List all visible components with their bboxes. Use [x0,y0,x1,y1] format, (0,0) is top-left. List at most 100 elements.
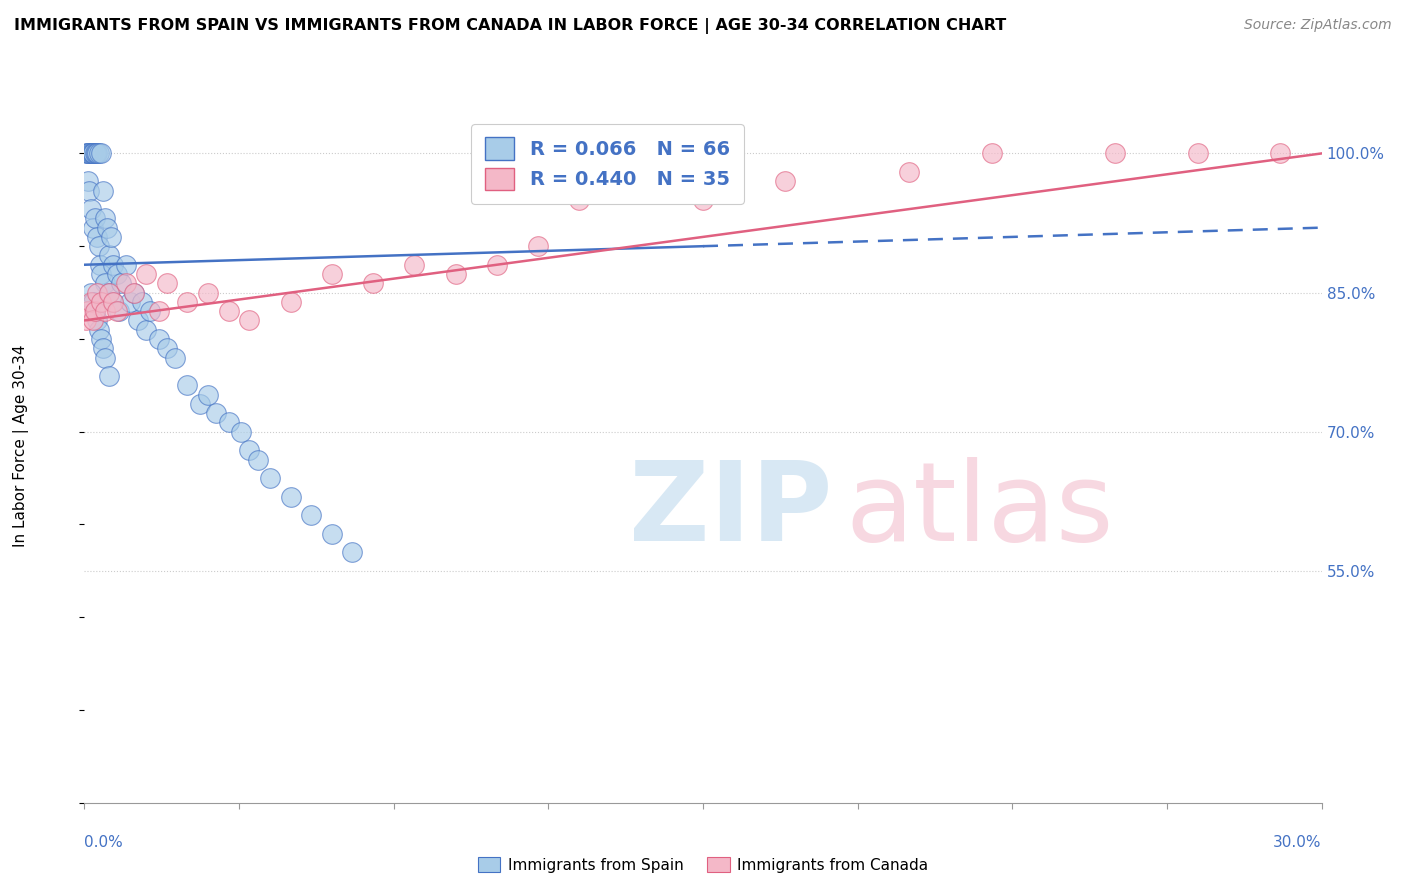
Point [156,277,179,291]
Point [176,378,198,392]
Point [342,545,364,559]
Point [94,211,117,226]
Point [218,304,240,318]
Point [321,526,343,541]
Text: ZIP: ZIP [628,457,832,564]
Point [246,452,269,467]
Point [139,304,162,318]
Point [205,406,228,420]
Point [98,285,121,300]
Point [122,285,145,300]
Point [103,294,125,309]
Point [86,230,108,244]
Point [527,239,550,253]
Point [105,304,128,318]
Point [98,369,121,384]
Point [1187,146,1209,161]
Point [148,332,170,346]
Point [188,397,211,411]
Point [692,193,714,207]
Point [280,490,302,504]
Point [89,258,111,272]
Point [280,294,302,309]
Point [75,146,97,161]
Point [103,294,125,309]
Point [82,146,104,161]
Point [197,285,219,300]
Point [86,146,108,161]
Text: 0.0%: 0.0% [84,835,124,850]
Point [79,294,101,309]
Point [118,294,141,309]
Point [238,313,260,327]
Point [87,146,110,161]
Point [75,313,97,327]
Point [98,248,121,262]
Point [444,267,467,281]
Point [82,294,104,309]
Point [79,146,101,161]
Point [83,304,105,318]
Point [321,267,343,281]
Point [898,165,921,179]
Point [148,304,170,318]
Point [90,294,112,309]
Point [86,313,108,327]
Point [98,285,121,300]
Point [91,341,114,355]
Point [105,267,128,281]
Legend: Immigrants from Spain, Immigrants from Canada: Immigrants from Spain, Immigrants from C… [471,850,935,879]
Point [76,146,98,161]
Text: In Labor Force | Age 30-34: In Labor Force | Age 30-34 [13,344,30,548]
Point [94,304,117,318]
Point [980,146,1002,161]
Point [77,174,100,188]
Point [485,258,508,272]
Point [218,416,240,430]
Point [86,285,108,300]
Point [94,351,117,365]
Point [108,304,131,318]
Point [79,202,101,216]
Point [165,351,187,365]
Point [83,146,105,161]
Point [110,277,132,291]
Point [77,146,100,161]
Point [1104,146,1126,161]
Point [90,146,112,161]
Point [127,313,149,327]
Point [79,146,101,161]
Point [82,313,104,327]
Point [122,285,145,300]
Point [87,323,110,337]
Point [1270,146,1292,161]
Point [114,277,136,291]
Point [156,341,179,355]
Point [79,285,101,300]
Point [568,193,591,207]
Point [114,258,136,272]
Point [82,146,104,161]
Text: 30.0%: 30.0% [1274,835,1322,850]
Point [84,146,107,161]
Point [90,332,112,346]
Point [259,471,281,485]
Point [83,304,105,318]
Point [100,230,122,244]
Text: Source: ZipAtlas.com: Source: ZipAtlas.com [1244,18,1392,32]
Point [82,220,104,235]
Point [83,211,105,226]
Text: atlas: atlas [845,457,1114,564]
Point [229,425,252,439]
Point [135,323,157,337]
Point [96,220,118,235]
Point [94,277,117,291]
Point [238,443,260,458]
Point [103,258,125,272]
Point [87,239,110,253]
Point [404,258,426,272]
Point [77,304,100,318]
Point [775,174,797,188]
Point [361,277,384,291]
Point [91,184,114,198]
